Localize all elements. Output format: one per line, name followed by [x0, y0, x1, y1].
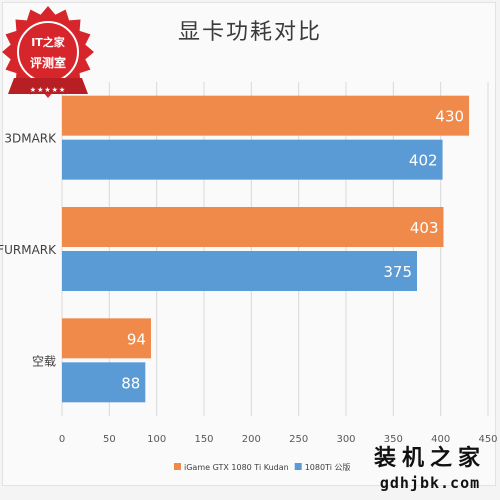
legend-label: 1080Ti 公版: [305, 462, 351, 472]
badge-text-line1: IT之家: [31, 36, 65, 49]
legend-swatch: [174, 463, 181, 470]
x-tick-label: 300: [336, 434, 355, 445]
chart-title: 显卡功耗对比: [177, 20, 322, 45]
x-tick-label: 450: [478, 434, 497, 445]
bar: [62, 139, 443, 180]
bar: [62, 95, 470, 136]
y-category-label: FURMARK: [0, 243, 57, 257]
bar: [62, 318, 151, 359]
site-watermark: 装机之家 gdhjbk.com: [374, 440, 486, 492]
bar: [62, 207, 444, 247]
legend-label: iGame GTX 1080 Ti Kudan: [184, 463, 289, 472]
x-tick-label: 50: [103, 434, 116, 445]
watermark-main: 装机之家: [373, 445, 486, 471]
bar: [62, 251, 417, 291]
bar-value-label: 430: [435, 108, 464, 126]
bar-value-label: 402: [409, 152, 438, 170]
x-tick-label: 0: [59, 434, 65, 445]
evaluation-badge: IT之家 评测室 ★★★★★: [0, 0, 96, 110]
y-category-label: 空载: [32, 354, 56, 368]
badge-seal-icon: [2, 6, 94, 98]
x-tick-label: 200: [242, 434, 261, 445]
bar-value-label: 403: [410, 219, 439, 237]
x-tick-label: 250: [289, 434, 308, 445]
watermark-url: gdhjbk.com: [379, 474, 481, 492]
x-tick-label: 400: [431, 434, 450, 445]
x-tick-label: 100: [147, 434, 166, 445]
bar-value-label: 88: [121, 374, 140, 392]
x-tick-label: 350: [384, 434, 403, 445]
x-tick-label: 150: [194, 434, 213, 445]
bar-value-label: 94: [127, 330, 146, 348]
legend-swatch: [294, 463, 302, 470]
y-category-label: 3DMARK: [4, 132, 57, 146]
badge-text-line2: 评测室: [29, 56, 66, 70]
badge-stars: ★★★★★: [29, 86, 67, 94]
bar-value-label: 375: [383, 263, 412, 281]
bar: [62, 362, 146, 403]
